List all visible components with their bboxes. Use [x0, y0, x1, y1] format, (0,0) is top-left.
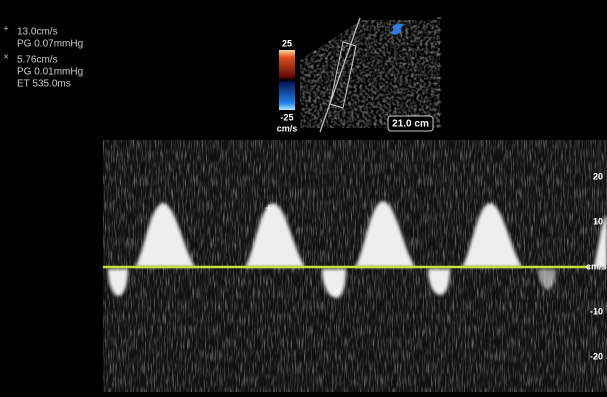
tick-label: -10	[590, 306, 603, 316]
velocity-unit: cm/s	[586, 261, 607, 271]
marker-cross: ×	[333, 283, 341, 298]
measurement-text: 13.0cm/s	[17, 27, 58, 38]
color-bar-bottom: -25	[280, 112, 293, 122]
spectrum: + × 20 10 -10 -20 cm/s	[103, 140, 607, 392]
measurements: +13.0cm/sPG 0.07mmHg × 5.76cm/sPG 0.01mmHg…	[3, 23, 83, 89]
tick-label: 20	[593, 171, 603, 181]
tick-label: 10	[593, 216, 603, 226]
color-bar-unit: cm/s	[277, 123, 298, 133]
measurement-marker: ×	[3, 51, 8, 61]
measurement-text: PG 0.01mmHg	[17, 67, 83, 78]
ultrasound-screen: 21.0 cm 25 -25 cm/s + × 2010-10-20 cm/s …	[0, 0, 607, 392]
depth-label: 21.0 cm	[392, 119, 429, 130]
tissue	[300, 20, 440, 130]
measurement-marker: +	[3, 23, 8, 33]
measurement-text: ET 535.0ms	[17, 79, 71, 90]
marker-plus: +	[265, 200, 273, 216]
measurement-text: 5.76cm/s	[17, 55, 58, 66]
color-bar	[279, 50, 295, 110]
tick-label: -20	[590, 351, 603, 361]
measurement-text: PG 0.07mmHg	[17, 39, 83, 50]
b-mode-image: 21.0 cm	[300, 18, 441, 132]
color-bar-top: 25	[282, 38, 292, 48]
